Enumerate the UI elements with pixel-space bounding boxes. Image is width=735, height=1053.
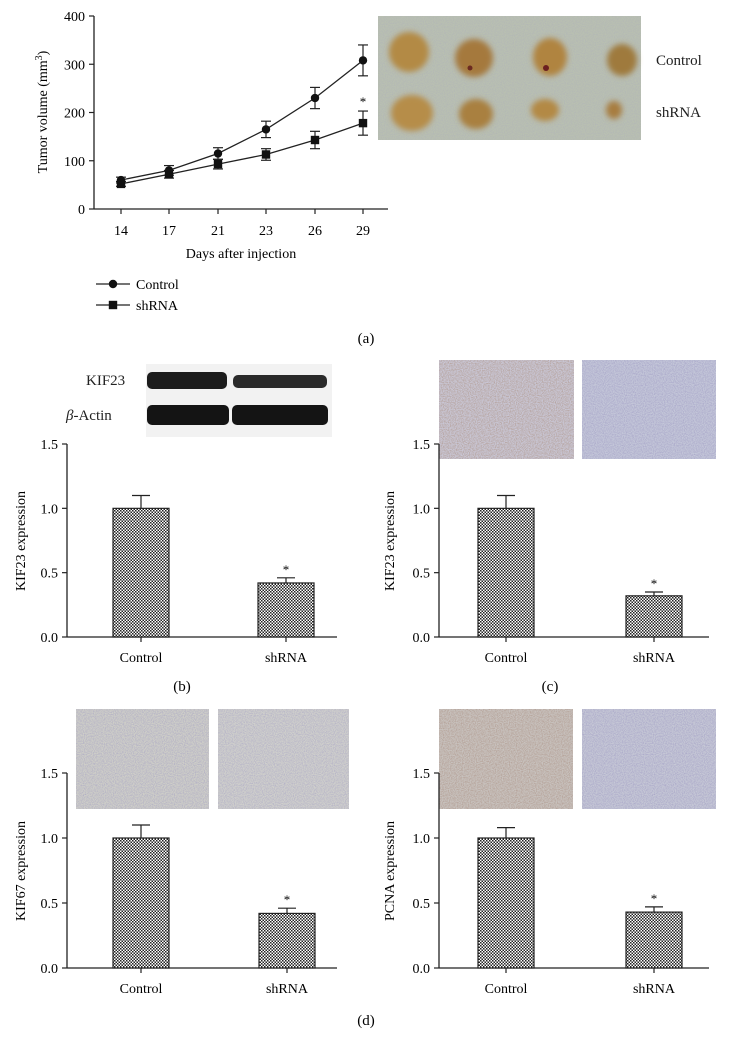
significance-star: * <box>360 94 367 109</box>
x-tick-label: 17 <box>162 224 176 239</box>
y-tick-label: 0.0 <box>413 962 431 977</box>
y-tick-label: 1.0 <box>413 832 431 847</box>
x-tick-label: Control <box>120 651 163 666</box>
series-line-shrna <box>120 122 364 185</box>
y-tick-label: 1.5 <box>413 767 431 782</box>
data-point-shrna <box>116 179 126 189</box>
x-tick-label: Control <box>120 982 163 997</box>
bar-shrna <box>625 911 683 969</box>
ihc-image-d-pcna-control <box>439 709 573 809</box>
x-tick-label: 23 <box>259 224 273 239</box>
y-tick-label: 0.0 <box>413 631 431 646</box>
y-tick-label: 1.5 <box>413 438 431 453</box>
y-axis-label: Tumor volume (mm3) <box>34 50 52 173</box>
legend-marker-control <box>108 279 118 289</box>
photo-label-control: Control <box>656 53 702 69</box>
data-point-control <box>310 93 320 103</box>
y-axis-label: KIF67 expression <box>14 821 29 921</box>
y-tick-label: 0.5 <box>413 897 431 912</box>
y-tick-label: 0 <box>78 203 85 218</box>
x-tick-label: shRNA <box>265 651 308 666</box>
data-point-shrna <box>261 150 271 159</box>
x-tick-label: Control <box>485 982 528 997</box>
panel-label-c: (c) <box>542 679 559 695</box>
bar-chart-d-pcna: 0.0 0.5 1.0 1.5 Control shRNA * PCNA expression <box>383 767 709 997</box>
panel-label-b: (b) <box>173 679 191 695</box>
y-tick-label: 0.5 <box>41 897 59 912</box>
y-tick-label: 0.0 <box>41 631 59 646</box>
y-tick-label: 1.5 <box>41 438 59 453</box>
data-point-control <box>261 125 271 134</box>
y-axis-label: KIF23 expression <box>14 491 29 591</box>
y-tick-label: 1.0 <box>413 502 431 517</box>
ihc-image-c-shrna <box>582 360 716 459</box>
tumor-photo <box>378 16 641 140</box>
y-tick-label: 1.5 <box>41 767 59 782</box>
panel-label-d: (d) <box>357 1013 375 1029</box>
x-tick-label: shRNA <box>633 651 676 666</box>
legend-label-shrna: shRNA <box>136 299 179 314</box>
x-tick-label: 26 <box>308 224 322 239</box>
western-blot <box>146 364 332 437</box>
bar-shrna <box>625 595 683 638</box>
y-axis-label: KIF23 expression <box>383 491 398 591</box>
ihc-image-d-kif67-control <box>76 709 209 809</box>
data-point-shrna <box>358 118 368 128</box>
bar-control <box>112 507 170 638</box>
panel-label-a: (a) <box>358 331 375 347</box>
legend-marker-shrna <box>108 300 118 310</box>
ihc-image-d-kif67-shrna <box>218 709 349 809</box>
y-tick-label: 1.0 <box>41 832 59 847</box>
y-tick-label: 0.0 <box>41 962 59 977</box>
data-point-shrna <box>213 159 223 169</box>
y-tick-label: 1.0 <box>41 502 59 517</box>
ihc-image-c-control <box>439 360 574 459</box>
x-tick-label: 21 <box>211 224 225 239</box>
y-tick-label: 200 <box>64 107 85 122</box>
x-tick-label: Control <box>485 651 528 666</box>
bar-control <box>477 507 535 638</box>
x-tick-label: shRNA <box>633 982 676 997</box>
y-tick-label: 100 <box>64 155 85 170</box>
line-chart-tumor-volume: 0 100 200 300 400 14 17 21 23 26 29 Days after inje… <box>34 10 388 314</box>
y-tick-label: 0.5 <box>413 567 431 582</box>
bar-shrna <box>258 912 316 969</box>
significance-star: * <box>284 892 291 907</box>
bar-control <box>112 837 170 969</box>
x-tick-label: 14 <box>114 224 128 239</box>
blot-label-kif23: KIF23 <box>86 373 125 389</box>
x-tick-label: shRNA <box>266 982 309 997</box>
bar-control <box>477 837 535 969</box>
y-axis-label: PCNA expression <box>383 821 398 921</box>
data-point-shrna <box>164 170 174 179</box>
significance-star: * <box>651 576 658 591</box>
ihc-image-d-pcna-shrna <box>582 709 716 809</box>
data-point-shrna <box>310 135 320 145</box>
bar-chart-b: 0.0 0.5 1.0 1.5 Control shRNA * KIF23 expressio… <box>14 438 337 666</box>
y-tick-label: 0.5 <box>41 567 59 582</box>
data-point-control <box>213 149 223 158</box>
series-line-control <box>120 59 364 181</box>
legend-label-control: Control <box>136 278 179 293</box>
y-tick-label: 400 <box>64 10 85 25</box>
significance-star: * <box>283 562 290 577</box>
x-axis-label: Days after injection <box>186 247 296 262</box>
y-tick-label: 300 <box>64 58 85 73</box>
data-point-control <box>358 56 368 65</box>
x-tick-label: 29 <box>356 224 370 239</box>
blot-label-beta-actin: β-Actin <box>65 408 112 424</box>
bar-chart-d-kif67: 0.0 0.5 1.0 1.5 Control shRNA * KIF67 expressio… <box>14 767 337 997</box>
bar-shrna <box>257 582 315 638</box>
bar-chart-c: 0.0 0.5 1.0 1.5 Control shRNA * KIF23 expressio… <box>383 438 709 666</box>
significance-star: * <box>651 891 658 906</box>
photo-label-shrna: shRNA <box>656 105 701 121</box>
